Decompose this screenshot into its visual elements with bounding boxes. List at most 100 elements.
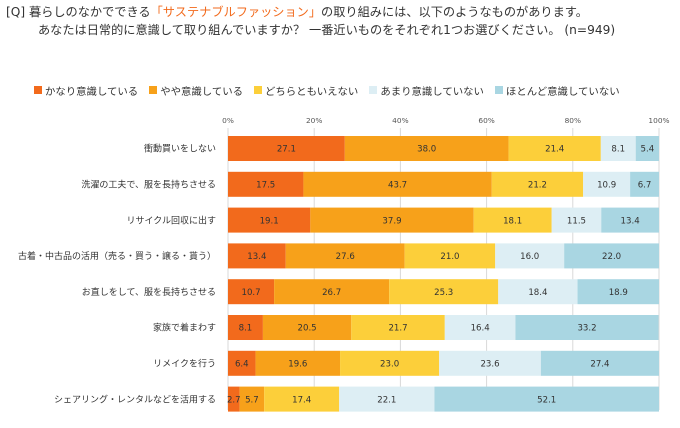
bar-segment — [228, 171, 304, 197]
x-tick-label: 60% — [478, 116, 494, 125]
data-label: 27.1 — [277, 145, 296, 155]
x-tick-label: 40% — [392, 116, 408, 125]
legend-label: あまり意識していない — [380, 85, 484, 98]
bar-segment — [498, 279, 578, 305]
category-label: シェアリング・レンタルなどを活用する — [54, 393, 216, 405]
bar-segment — [255, 350, 341, 376]
bar-segment — [444, 315, 516, 340]
data-label: 27.4 — [590, 360, 609, 370]
data-label: 43.7 — [388, 181, 407, 191]
bar-segment — [439, 350, 541, 376]
category-label: 洗濯の工夫で、服を長持ちさせる — [81, 179, 216, 191]
data-label: 8.1 — [611, 145, 625, 155]
bar-segment — [495, 243, 565, 269]
legend-item-3: どちらともいえない — [254, 83, 358, 98]
data-label: 16.0 — [520, 252, 539, 262]
legend-swatch — [254, 86, 263, 94]
question-line-2: あなたは日常的に意識して取り組んでいますか？ 一番近いものをそれぞれ1つお選びく… — [38, 22, 616, 37]
data-label: 52.1 — [537, 395, 556, 405]
bar-segment — [228, 243, 286, 269]
data-label: 37.9 — [382, 216, 401, 226]
data-label: 13.4 — [621, 216, 640, 226]
question-text-end: の取り組みには、以下のようなものがあります。 — [321, 5, 588, 19]
data-label: 23.6 — [480, 360, 499, 370]
legend-swatch — [494, 86, 503, 94]
bar-segment — [540, 350, 659, 376]
data-label: 13.4 — [247, 252, 266, 262]
legend-swatch — [34, 86, 42, 94]
data-label: 5.4 — [641, 145, 655, 155]
data-label: 5.7 — [245, 395, 259, 405]
category-label: 古着・中古品の活用（売る・買う・譲る・貰う） — [18, 250, 216, 262]
bar-segment — [285, 243, 405, 269]
legend-label: やや意識している — [160, 85, 244, 98]
bar-segment — [274, 279, 390, 305]
bar-segment — [551, 207, 602, 233]
data-label: 25.3 — [434, 288, 453, 298]
category-label: 家族で着まわす — [153, 322, 216, 334]
data-label: 21.4 — [545, 145, 564, 155]
data-label: 19.6 — [288, 360, 307, 370]
legend-label: どちらともいえない — [265, 85, 359, 98]
bar-segment — [583, 171, 631, 197]
legend-item-1: かなり意識している — [34, 83, 138, 98]
data-label: 11.5 — [567, 216, 586, 226]
data-label: 8.1 — [239, 324, 253, 334]
legend-label: ほとんど意識していない — [505, 85, 620, 98]
legend-item-4: あまり意識していない — [369, 83, 484, 98]
data-label: 27.6 — [336, 252, 355, 262]
data-label: 33.2 — [577, 324, 596, 334]
bar-segment — [577, 279, 659, 305]
bar-segment — [262, 315, 352, 340]
data-label: 19.1 — [260, 216, 279, 226]
data-label: 10.7 — [241, 288, 260, 298]
data-label: 21.0 — [440, 252, 459, 262]
bar-segment — [339, 386, 435, 412]
x-tick-label: 0% — [222, 116, 234, 125]
data-label: 10.9 — [597, 181, 616, 191]
data-label: 18.1 — [503, 216, 522, 226]
survey-question: [Q] 暮らしのなかでできる「サステナブルファッション」の取り組みには、以下のよ… — [6, 4, 674, 39]
x-tick-label: 80% — [565, 116, 581, 125]
bar-segment — [601, 207, 659, 233]
bar-segment — [228, 279, 275, 305]
bar-segment — [389, 279, 499, 305]
data-label: 38.0 — [417, 145, 436, 155]
bar-segment — [630, 171, 659, 197]
legend-item-2: やや意識している — [149, 83, 243, 98]
bar-segment — [473, 207, 552, 233]
data-label: 17.5 — [256, 181, 275, 191]
x-tick-label: 100% — [648, 116, 669, 125]
legend-label: かなり意識している — [45, 85, 139, 98]
question-line-1: [Q] 暮らしのなかでできる「サステナブルファッション」の取り組みには、以下のよ… — [6, 4, 674, 22]
bar-segment — [228, 207, 311, 233]
bar-segment — [340, 350, 440, 376]
data-label: 20.5 — [298, 324, 317, 334]
data-label: 26.7 — [322, 288, 341, 298]
chart-legend: かなり意識している やや意識している どちらともいえない あまり意識していない ほとんど… — [34, 82, 631, 98]
bar-segment — [434, 386, 659, 412]
x-tick-label: 20% — [306, 116, 322, 125]
bar-segment — [228, 350, 256, 376]
bar-segment — [228, 315, 263, 340]
data-label: 22.1 — [377, 395, 396, 405]
data-label: 21.2 — [528, 181, 547, 191]
data-label: 17.4 — [292, 395, 311, 405]
data-label: 16.4 — [471, 324, 490, 334]
category-label: 衝動買いをしない — [144, 143, 216, 155]
legend-item-5: ほとんど意識していない — [494, 83, 620, 98]
question-highlight: 「サステナブルファッション」 — [150, 5, 322, 19]
question-tag: [Q] — [6, 5, 26, 19]
data-label: 23.0 — [380, 360, 399, 370]
data-label: 6.7 — [638, 181, 652, 191]
category-label: リメイクを行う — [153, 358, 216, 370]
data-label: 22.0 — [602, 252, 621, 262]
bar-segment — [228, 386, 240, 412]
question-text-start: 暮らしのなかでできる — [28, 5, 151, 19]
bar-segment — [404, 243, 496, 269]
data-label: 21.7 — [388, 324, 407, 334]
bar-segment — [344, 136, 509, 161]
bar-segment — [228, 136, 345, 161]
bar-segment — [600, 136, 636, 161]
